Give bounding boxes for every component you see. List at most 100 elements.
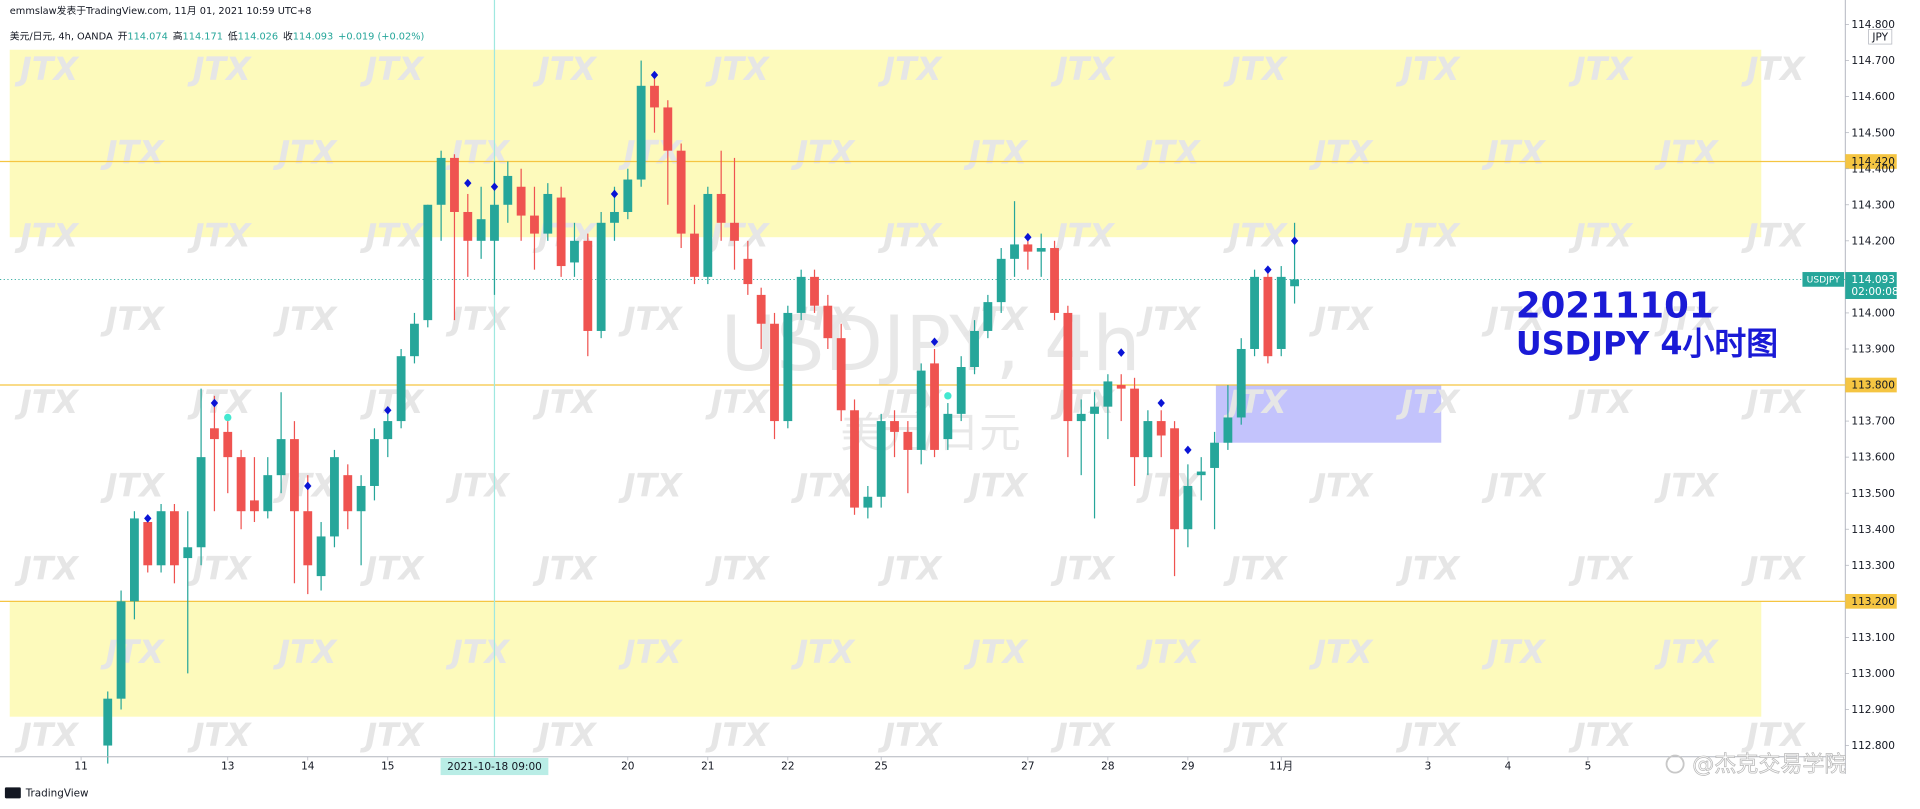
logo-watermark: JTX — [1395, 716, 1461, 754]
legend-item: 114.026 — [238, 32, 278, 43]
logo-watermark: JTX — [14, 50, 80, 88]
logo-watermark: JTX — [1568, 383, 1634, 421]
candle-body — [1063, 312, 1073, 422]
countdown: 02:00:08 — [1851, 286, 1898, 298]
y-tick-label: 114.800 — [1851, 19, 1895, 31]
logo-watermark: JTX — [790, 466, 856, 504]
candle-body — [970, 330, 979, 368]
logo-watermark: JTX — [445, 466, 511, 504]
x-tick-label: 27 — [1021, 761, 1034, 773]
candle-body — [676, 150, 686, 234]
candle-body — [770, 323, 779, 422]
candle-body — [796, 276, 806, 313]
candle-body — [250, 500, 259, 512]
logo-watermark: JTX — [532, 716, 598, 754]
candle-body — [183, 547, 193, 559]
candle-body — [903, 431, 913, 450]
legend-item: 高 — [173, 30, 183, 43]
candle-body — [423, 204, 433, 321]
zone — [9, 601, 1762, 717]
logo-watermark: JTX — [100, 633, 166, 671]
logo-watermark: JTX — [877, 550, 943, 588]
candle-body — [476, 219, 486, 241]
currency: JPY — [1871, 31, 1888, 43]
x-tick-label: 14 — [301, 761, 315, 773]
logo-watermark: JTX — [1050, 50, 1116, 88]
signal-marker — [1024, 232, 1032, 242]
candle-body — [636, 85, 646, 180]
level-label: 113.800 — [1851, 380, 1895, 392]
candle-body — [663, 107, 673, 151]
candle-body — [1076, 413, 1086, 422]
logo-watermark: JTX — [187, 383, 253, 421]
candle-body — [436, 157, 446, 205]
candle-body — [890, 421, 899, 432]
candle-body — [810, 276, 819, 306]
y-tick-label: 113.400 — [1851, 524, 1895, 536]
candle-body — [836, 338, 846, 411]
logo-watermark: JTX — [359, 550, 425, 588]
logo-watermark: JTX — [1136, 633, 1202, 671]
logo-watermark: JTX — [705, 383, 771, 421]
candle-body — [1010, 244, 1019, 259]
candle-body — [996, 258, 1006, 303]
candle-body — [623, 179, 633, 212]
signal-marker — [384, 405, 392, 415]
logo-watermark: JTX — [1308, 133, 1374, 171]
logo-watermark: JTX — [705, 50, 771, 88]
candle-body — [343, 475, 353, 512]
logo-watermark: JTX — [618, 300, 684, 338]
footer: @杰克交易学院 — [1692, 752, 1846, 777]
candle-body — [943, 413, 953, 440]
x-tick-label: 3 — [1425, 761, 1432, 773]
candle-body — [463, 211, 473, 241]
level-label-box — [1845, 154, 1897, 169]
legend-item: 114.074 — [127, 32, 167, 43]
logo-watermark: JTX — [14, 217, 80, 255]
logo-watermark: JTX — [445, 633, 511, 671]
x-tick-label: 13 — [221, 761, 234, 773]
candle-body — [1223, 417, 1233, 443]
footer-icon — [1665, 754, 1685, 774]
x-tick-label: 21 — [701, 761, 714, 773]
logo-watermark: JTX — [618, 133, 684, 171]
candle-body — [703, 193, 713, 277]
legend-item: 收 — [283, 30, 293, 43]
candle-body — [196, 457, 206, 548]
logo-watermark: JTX — [1481, 466, 1547, 504]
logo-watermark: JTX — [272, 300, 338, 338]
y-tick-label: 113.000 — [1851, 668, 1895, 680]
logo-watermark: JTX — [1308, 633, 1374, 671]
candle-body — [103, 698, 113, 746]
candle-body — [303, 511, 313, 566]
logo-watermark: JTX — [14, 550, 80, 588]
annotation: 20211101 — [1516, 285, 1714, 326]
logo-watermark: JTX — [1740, 50, 1806, 88]
x-tick-label: 28 — [1101, 761, 1114, 773]
x-tick-label: 22 — [781, 761, 794, 773]
candle-body — [650, 85, 659, 108]
logo-watermark: JTX — [1481, 300, 1547, 338]
logo-watermark: JTX — [1223, 550, 1289, 588]
logo-watermark: JTX — [445, 300, 511, 338]
candle-body — [690, 233, 699, 277]
candle-body — [130, 518, 139, 602]
logo-watermark: JTX — [1223, 50, 1289, 88]
crosshair-label: 2021-10-18 09:00 — [447, 761, 542, 773]
logo-watermark: JTX — [1223, 217, 1289, 255]
brand-icon — [4, 787, 21, 799]
logo-watermark: JTX — [272, 133, 338, 171]
logo-watermark: JTX — [1654, 466, 1720, 504]
candle-body — [1156, 421, 1166, 436]
logo-watermark: JTX — [100, 133, 166, 171]
logo-watermark: JTX — [1395, 217, 1461, 255]
signal-marker — [650, 70, 659, 80]
candle-body — [156, 511, 166, 566]
candle-body — [263, 475, 273, 512]
logo-watermark: JTX — [1654, 133, 1720, 171]
plot-area: USDJPY, 4h美元/日元JTXJTXJTXJTXJTXJTXJTXJTXJ… — [0, 0, 1846, 764]
candle-body — [716, 193, 726, 223]
candle-body — [1103, 381, 1113, 407]
candle-body — [1183, 485, 1193, 530]
